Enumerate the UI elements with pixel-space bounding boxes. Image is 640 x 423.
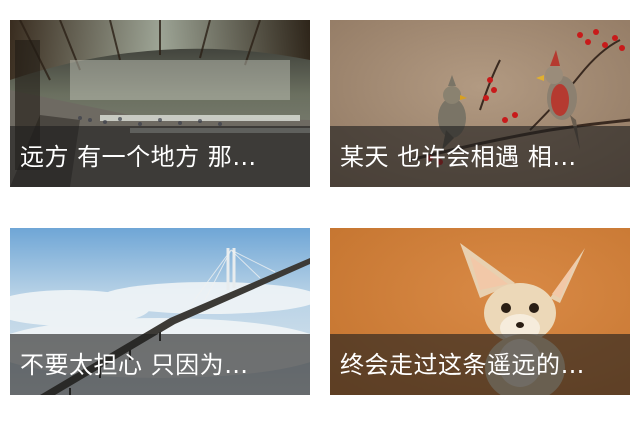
article-title: 某天 也许会相遇 相… bbox=[340, 143, 577, 171]
caption-overlay bbox=[10, 334, 310, 395]
article-card-railway[interactable]: 远方 有一个地方 那… bbox=[10, 20, 310, 187]
article-card-birds[interactable]: 某天 也许会相遇 相… bbox=[330, 20, 630, 187]
article-card-fox[interactable]: 终会走过这条遥远的… bbox=[330, 228, 630, 395]
article-title: 终会走过这条遥远的… bbox=[340, 351, 585, 379]
article-title: 不要太担心 只因为… bbox=[20, 351, 249, 379]
article-title: 远方 有一个地方 那… bbox=[20, 143, 257, 171]
caption-overlay bbox=[330, 334, 630, 395]
caption-overlay bbox=[10, 126, 310, 187]
caption-overlay bbox=[330, 126, 630, 187]
article-card-bridge[interactable]: 不要太担心 只因为… bbox=[10, 228, 310, 395]
